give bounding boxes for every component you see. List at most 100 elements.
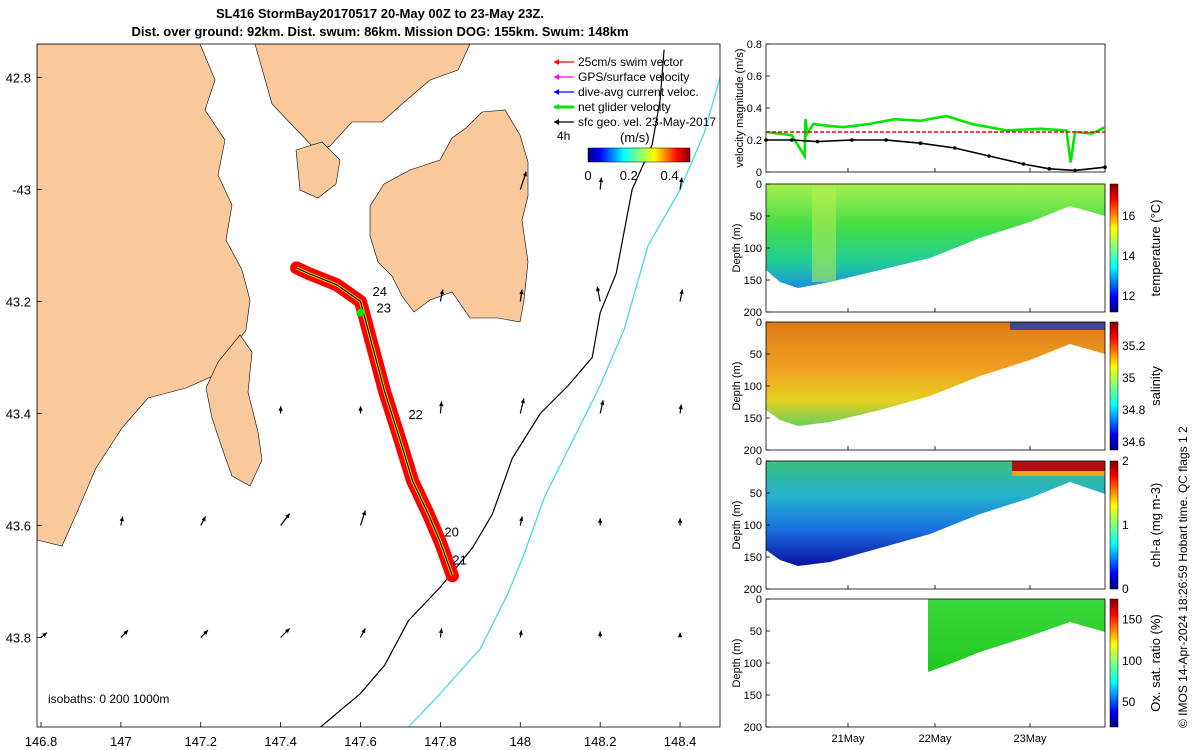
geo-velocity-arrow: [358, 406, 363, 414]
geo-velocity-arrow: [678, 404, 683, 414]
map-y-tick-label: 43.6: [6, 518, 31, 533]
salinity-colorbar-tick: 35: [1122, 371, 1136, 385]
velocity-frame: [765, 43, 1106, 173]
track-swim-vectors: [290, 261, 459, 583]
velocity-series-line: [765, 114, 1106, 163]
chlorophyll-depth-tick: 200: [744, 584, 762, 596]
speed-colorbar-ticks: 0 0.2 0.4: [584, 168, 678, 183]
temperature-depth-tick: 150: [744, 275, 762, 287]
salinity-panel: [765, 321, 1106, 451]
chlorophyll-depth-tick: 150: [744, 552, 762, 564]
geo-velocity-arrow: [519, 171, 527, 190]
track-geo-line: [296, 267, 453, 577]
chlorophyll-axes: 0 50 100 150 200 Depth (m): [731, 456, 770, 596]
day-label: 21: [452, 553, 466, 568]
colorbar-units: (m/s): [620, 130, 650, 145]
svg-text:sfc geo. vel. 23-May-2017: sfc geo. vel. 23-May-2017: [578, 115, 716, 129]
map-x-tick-label: 147: [110, 734, 132, 749]
track-net-velocity-marker: [356, 308, 365, 317]
time-tick-label: 23May: [1013, 733, 1047, 745]
oxygen-depth-tick: 0: [756, 594, 762, 606]
geo-velocity-arrow: [598, 631, 603, 638]
legend-item: sfc geo. vel. 23-May-2017: [554, 115, 716, 129]
temperature-depth-tick: 100: [744, 243, 762, 255]
chlorophyll-bloom-edge: [1012, 471, 1105, 476]
geo-velocity-arrow: [438, 401, 444, 414]
temperature-depth-tick: 50: [750, 211, 762, 223]
map-frame: [36, 43, 721, 728]
colorbar-tick: 0.4: [661, 168, 679, 183]
geo-velocity-arrow: [280, 513, 291, 526]
map-x-tick-label: 147.4: [264, 734, 297, 749]
temperature-depth-tick: 0: [756, 179, 762, 191]
oxygen-depth-tick: 150: [744, 690, 762, 702]
glider-track: [290, 261, 459, 583]
land-tasmania-west: [37, 44, 251, 547]
legend-item: 25cm/s swim vector: [554, 55, 683, 69]
oxygen-colorbar-tick: 50: [1122, 695, 1136, 709]
geo-velocity-arrow: [519, 289, 524, 302]
chlorophyll-colorbar-label: chl-a (mg m-3): [1148, 483, 1163, 568]
legend-item: net glider velocity: [554, 100, 671, 114]
geo-velocity-arrow: [119, 516, 124, 526]
oxygen-depth-label: Depth (m): [731, 639, 743, 688]
geo-velocity-arrow: [677, 632, 683, 638]
legend-item: dive-avg current veloc.: [554, 85, 699, 99]
chlorophyll-depth-tick: 0: [756, 456, 762, 468]
colorbar-tick: 0.2: [620, 168, 638, 183]
geo-velocity-arrow: [677, 518, 683, 526]
geo-velocity-arrow: [519, 398, 525, 414]
map-y-tick-label: -43: [12, 183, 31, 198]
geo-velocity-arrow: [599, 400, 605, 414]
map-x-tick-label: 148.4: [664, 734, 697, 749]
map-x-tick-label: 147.2: [184, 734, 217, 749]
temperature-colorbar-tick: 12: [1122, 289, 1136, 303]
chlorophyll-colorbar: 0 1 2 chl-a (mg m-3): [1109, 454, 1163, 596]
salinity-depth-tick: 150: [744, 413, 762, 425]
temperature-colorbar-tick: 14: [1122, 249, 1136, 263]
credit-text: © IMOS 14-Apr-2024 18:26:59 Hobart time.…: [1176, 426, 1190, 728]
oxygen-panel: [765, 598, 1106, 728]
land-island: [205, 334, 263, 487]
salinity-depth-tick: 50: [750, 349, 762, 361]
isobath-1000m: [408, 77, 720, 727]
map-y-tick-label: 43.4: [6, 406, 31, 421]
chlorophyll-field: [766, 461, 1105, 566]
isobath-200m: [320, 49, 665, 727]
salinity-colorbar-tick: 34.8: [1122, 403, 1146, 417]
salinity-depth-tick: 200: [744, 445, 762, 457]
land-small-peninsula: [295, 141, 341, 199]
profile-axes: 0 50 100 150 200 Depth (m) 0 50 100 150 200 Depth (…: [731, 179, 770, 734]
geo-velocity-arrow: [518, 630, 523, 638]
oxygen-colorbar-tick: 150: [1122, 613, 1142, 627]
oxygen-colorbar-tick: 100: [1122, 654, 1142, 668]
geo-velocity-arrow: [359, 510, 367, 526]
temperature-depth-tick: 200: [744, 307, 762, 319]
salinity-field: [766, 322, 1105, 426]
oxygen-depth-tick: 200: [744, 722, 762, 734]
temperature-panel: [765, 183, 1106, 313]
velocity-y-tick-label: 0.6: [747, 71, 762, 83]
velocity-panel: 0 0.2 0.4 0.6 0.8 velocity magnitude (m/s): [734, 39, 1107, 179]
land-east-peninsula: [369, 109, 529, 323]
map-y-axis: 42.8 -43 43.2 43.4 43.6 43.8: [6, 71, 42, 645]
day-label: 20: [444, 525, 458, 540]
day-label: 24: [373, 284, 387, 299]
chlorophyll-depth-tick: 100: [744, 520, 762, 532]
svg-text:GPS/surface velocity: GPS/surface velocity: [578, 70, 689, 84]
geo-velocity-arrow: [120, 629, 129, 638]
salinity-colorbar-label: salinity: [1148, 366, 1163, 406]
time-axis: 21May 22May 23May: [831, 168, 1047, 745]
chlorophyll-colorbar-tick: 2: [1122, 454, 1129, 468]
chlorophyll-surface-bloom: [1012, 461, 1105, 471]
geo-velocity-arrow: [40, 632, 48, 638]
map-y-tick-label: 43.8: [6, 630, 31, 645]
geo-velocity-arrow: [598, 518, 603, 526]
chlorophyll-colorbar-tick: 1: [1122, 518, 1129, 532]
salinity-axes: 0 50 100 150 200 Depth (m): [731, 317, 770, 457]
map-y-tick-label: 42.8: [6, 71, 31, 86]
chlorophyll-colorbar-tick: 0: [1122, 582, 1129, 596]
geo-velocity-arrow: [280, 628, 291, 638]
oxygen-field: [928, 599, 1105, 672]
